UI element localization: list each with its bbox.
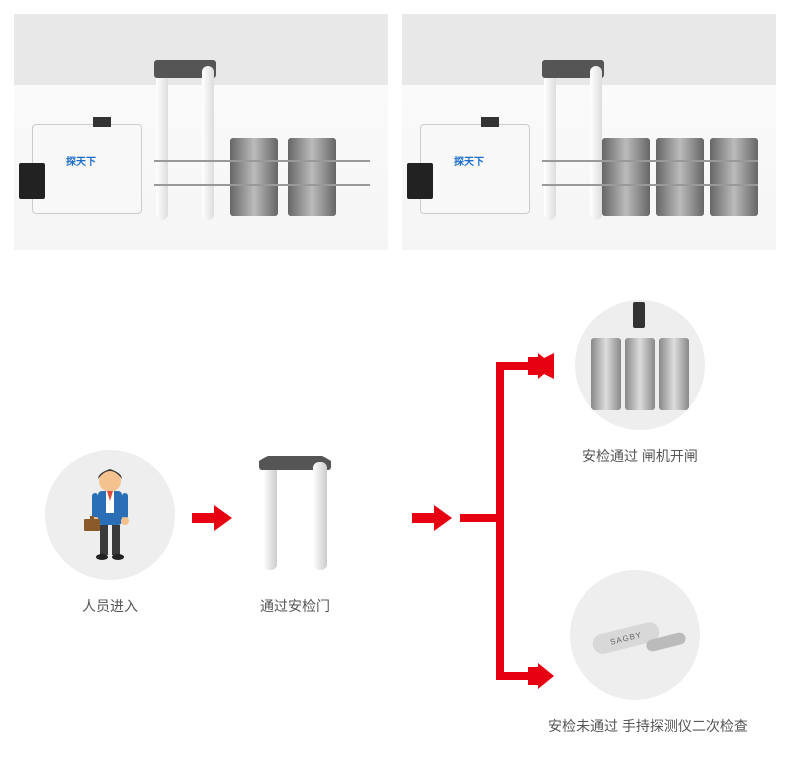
guardrails-icon xyxy=(542,140,758,220)
xray-machine-icon xyxy=(420,124,530,214)
person-icon xyxy=(45,450,175,580)
guardrails-icon xyxy=(154,140,370,220)
flow-arrow-icon xyxy=(192,505,232,531)
product-image-right: 探天下 xyxy=(402,14,776,250)
branch-horizontal-line xyxy=(460,514,504,522)
flow-node-label: 安检通过 闸机开闸 xyxy=(555,446,725,466)
flow-node-label: 安检未通过 手持探测仪二次检查 xyxy=(538,716,758,736)
flow-node-fail: SAGBY 安检未通过 手持探测仪二次检查 xyxy=(538,570,758,736)
xray-machine-icon xyxy=(32,124,142,214)
flow-node-enter: 人员进入 xyxy=(45,450,175,616)
turnstile-open-icon xyxy=(575,300,705,430)
branch-bottom-line xyxy=(496,672,532,680)
flow-arrow-icon xyxy=(412,505,452,531)
security-gate-icon xyxy=(230,450,360,580)
product-image-left: 探天下 xyxy=(14,14,388,250)
handheld-detector-icon: SAGBY xyxy=(570,570,700,700)
product-images-row: 探天下 探天下 xyxy=(0,0,790,250)
flow-node-gate: 通过安检门 xyxy=(230,450,360,616)
process-flowchart: 人员进入 通过安检门 安检通过 闸机开闸 xyxy=(0,300,790,777)
flow-node-label: 人员进入 xyxy=(45,596,175,616)
branch-top-line xyxy=(496,362,532,370)
flow-node-label: 通过安检门 xyxy=(230,596,360,616)
flow-arrow-icon xyxy=(528,353,554,384)
brand-logo: 探天下 xyxy=(454,153,484,168)
brand-logo: 探天下 xyxy=(66,153,96,168)
flow-node-pass: 安检通过 闸机开闸 xyxy=(555,300,725,466)
